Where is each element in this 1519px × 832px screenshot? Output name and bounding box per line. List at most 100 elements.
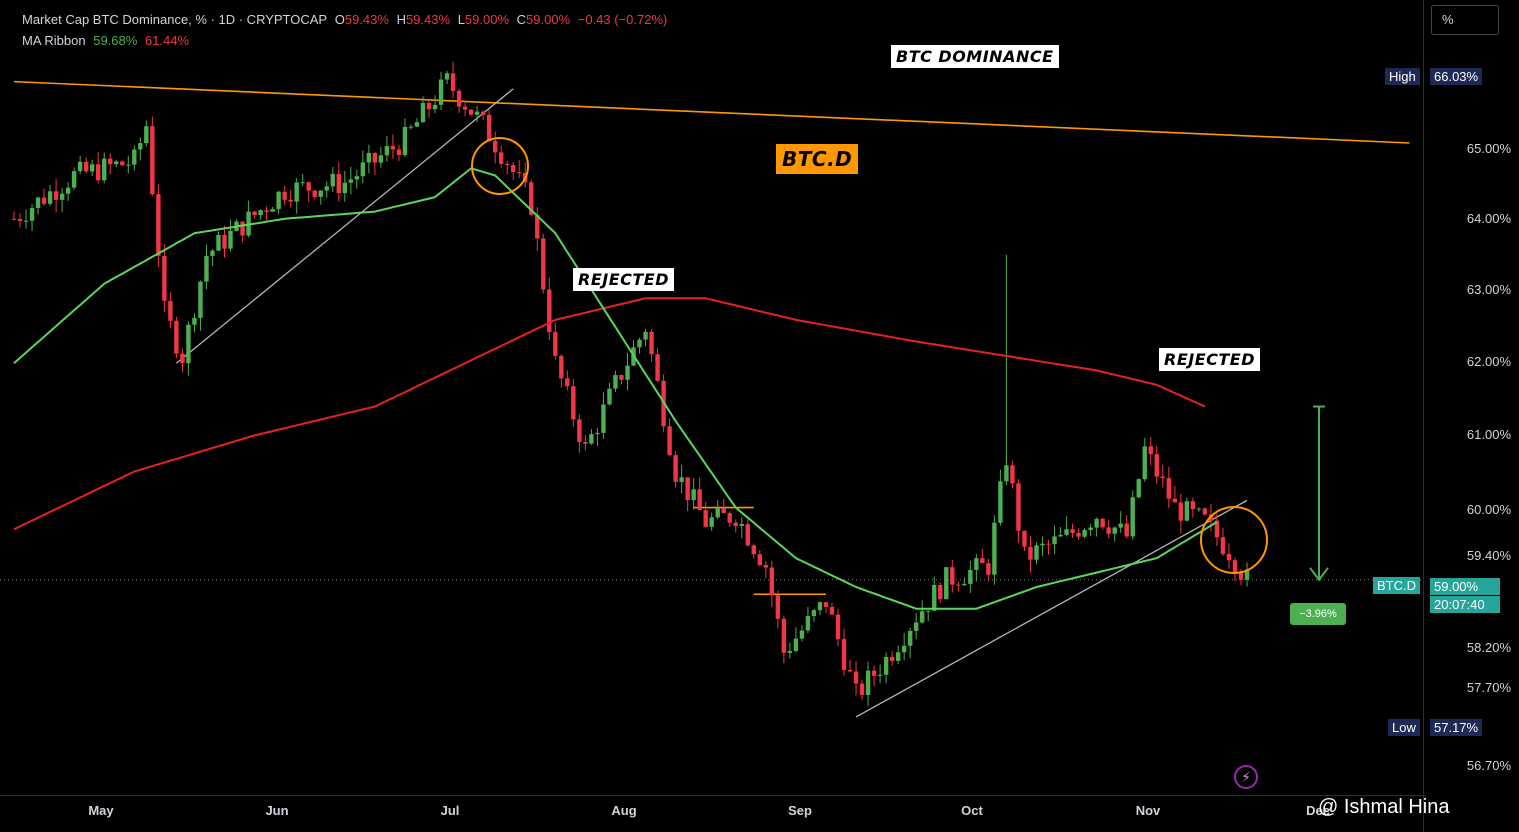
candle-body [889,656,895,661]
candle-body [1064,529,1069,535]
y-tick-label: 61.00% [1466,427,1511,442]
annotation-btc-d[interactable]: BTC.D [776,144,859,174]
flash-icon[interactable]: ⚡ [1234,765,1258,789]
candle-body [138,143,143,150]
change-badge: −3.96% [1290,603,1346,625]
candle-body [408,126,414,128]
candle-body [438,79,444,105]
candle-body [342,182,348,194]
candle-body [330,173,335,187]
candle-body [649,331,654,355]
x-tick-label: Sep [788,803,812,818]
x-tick-label: Jun [265,803,289,818]
candle-body [1154,454,1159,477]
candle-body [216,234,221,251]
candle-body [1082,529,1087,537]
candle-body [258,210,263,216]
candle-body [938,584,943,600]
candle-body [1034,545,1039,560]
price-axis[interactable] [1423,0,1519,832]
candle-body [1130,497,1135,537]
candle-body [144,126,149,144]
candle-body [336,173,341,194]
candle-body [41,197,47,204]
candle-body [739,524,744,527]
candle-body [210,250,215,257]
trendline-0 [13,80,1410,144]
candle-body [486,114,492,141]
author-watermark: @ Ishmal Hina [1318,796,1450,818]
candle-body [619,375,624,380]
candle-body [450,73,456,91]
candle-body [468,109,474,115]
high-value-badge: 66.03% [1430,68,1483,85]
candle-body [673,455,678,482]
candle-body [252,211,257,216]
candle-body [120,161,125,166]
ma-ribbon-label[interactable]: MA Ribbon [22,33,86,48]
candle-body [35,197,41,209]
low-label-badge: Low [1388,719,1420,736]
open-key: O [334,12,345,27]
candle-body [474,111,480,115]
candle-body [132,149,137,165]
candle-body [799,630,805,639]
close-key: C [516,12,527,27]
candle-body [402,126,408,156]
candle-body [769,567,775,596]
candle-body [793,638,799,651]
candle-body [480,111,486,115]
rejection-circle-nov [1200,506,1268,574]
candle-body [517,172,522,174]
candle-body [102,158,107,181]
candle-body [348,179,354,183]
candle-body [841,639,847,670]
candle-body [222,234,227,249]
candle-body [384,146,390,156]
candle-body [150,126,155,195]
x-tick-label: Nov [1135,803,1161,818]
percent-scale-button[interactable]: % [1431,5,1499,35]
candle-body [426,103,432,110]
symbol-title[interactable]: Market Cap BTC Dominance, % · 1D · CRYPT… [22,12,328,27]
candle-body [535,214,540,239]
candle-body [679,477,684,482]
candle-body [1232,560,1238,574]
y-tick-label: 65.00% [1466,141,1511,156]
candle-body [1148,446,1153,455]
candle-body [547,289,552,333]
candle-body [498,152,504,164]
ma-fast-line [13,167,1218,610]
candle-body [372,152,378,163]
candle-body [420,103,426,123]
candle-body [11,218,17,220]
candle-body [59,193,65,200]
candle-body [817,602,823,611]
candle-body [23,220,29,222]
candle-body [396,149,402,156]
candle-body [745,524,750,546]
candle-body [980,558,985,564]
legend-row-ma: MA Ribbon 59.68% 61.44% [22,30,671,51]
candle-body [565,378,570,387]
low-value-badge: 57.17% [1430,719,1483,736]
annotation-rejected-2[interactable]: REJECTED [1159,348,1260,371]
candle-body [1184,501,1190,521]
legend-row-price: Market Cap BTC Dominance, % · 1D · CRYPT… [22,9,671,30]
candle-body [589,434,594,444]
candle-body [950,567,955,585]
low-key: L [457,12,465,27]
candle-body [312,190,317,197]
ma-fast-value: 59.68% [93,33,138,48]
candle-body [805,616,811,631]
candle-body [1016,483,1021,531]
annotation-rejected-1[interactable]: REJECTED [573,268,674,291]
candle-body [1046,543,1051,545]
annotation-btc-dominance[interactable]: BTC DOMINANCE [891,45,1059,68]
candle-body [733,522,738,527]
y-tick-label: 58.20% [1466,640,1511,655]
candle-body [992,522,997,575]
symbol-badge: BTC.D [1373,577,1420,594]
candle-body [1010,465,1015,484]
